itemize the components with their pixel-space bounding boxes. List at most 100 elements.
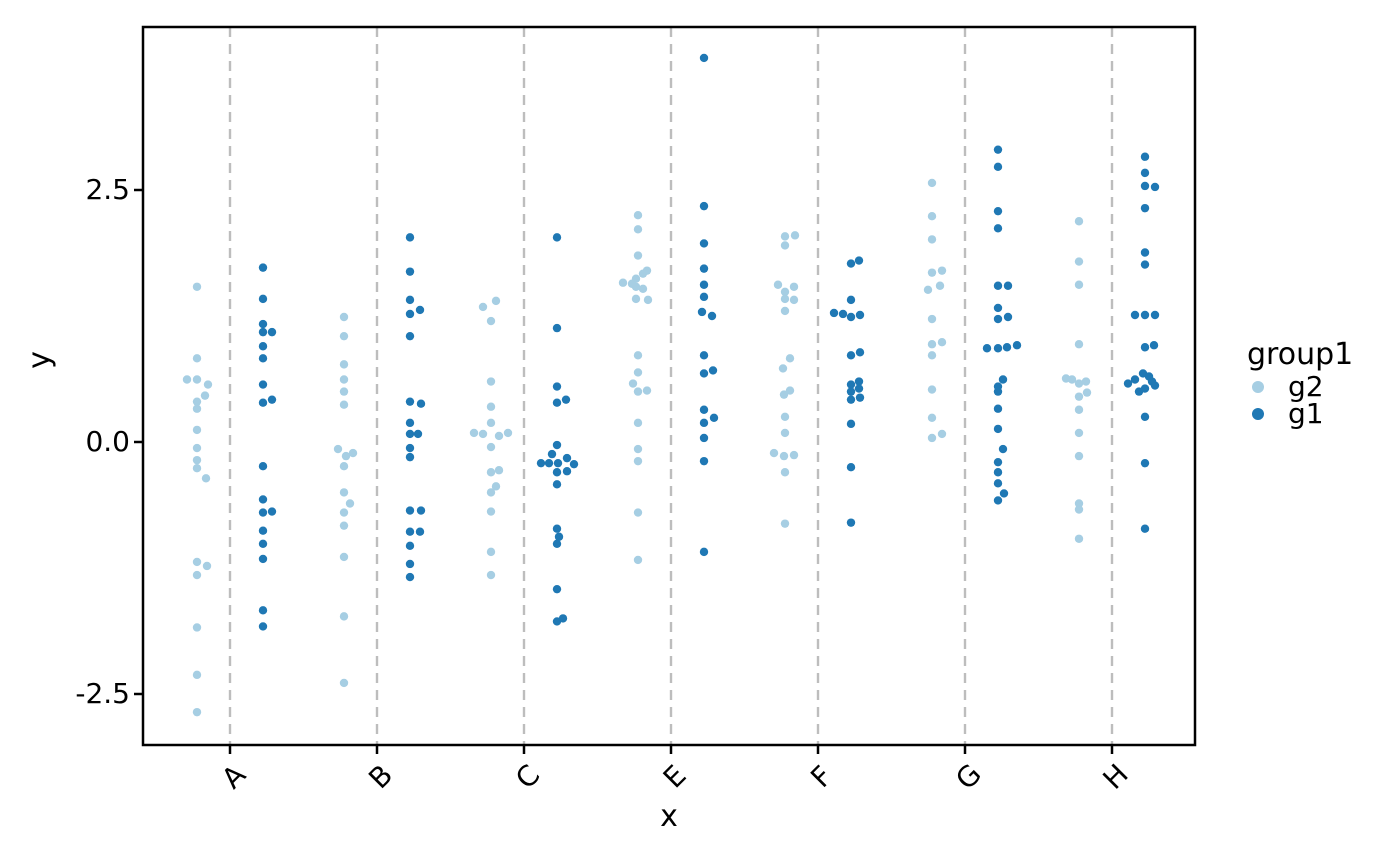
legend-entry-g2: g2 — [1245, 372, 1353, 400]
data-point-g2 — [633, 351, 643, 360]
data-point-g1 — [993, 224, 1003, 233]
data-point-g1 — [846, 380, 856, 389]
data-point-g1 — [999, 489, 1009, 498]
data-point-g2 — [633, 211, 643, 220]
data-point-g1 — [267, 327, 277, 337]
data-point-g2 — [785, 354, 795, 363]
data-point-g1 — [846, 395, 856, 404]
data-point-g2 — [345, 499, 355, 508]
data-point-g1 — [1003, 312, 1013, 322]
data-point-g2 — [348, 448, 358, 458]
data-point-g1 — [1003, 281, 1013, 290]
data-point-g2 — [192, 707, 202, 717]
data-point-g1 — [405, 267, 415, 276]
data-point-g2 — [192, 354, 202, 363]
data-point-g2 — [182, 375, 192, 384]
data-point-g2 — [927, 178, 937, 188]
data-point-g2 — [935, 281, 945, 290]
data-point-g1 — [405, 452, 415, 462]
data-point-g2 — [633, 368, 643, 377]
data-point-g2 — [633, 225, 643, 234]
data-point-g1 — [838, 309, 848, 319]
data-point-g1 — [699, 405, 709, 414]
data-point-g1 — [536, 458, 546, 468]
data-point-g2 — [192, 282, 202, 291]
data-point-g1 — [415, 527, 425, 536]
data-point-g2 — [780, 519, 790, 528]
data-point-g1 — [1134, 387, 1144, 396]
data-point-g1 — [855, 348, 865, 357]
data-point-g1 — [993, 145, 1003, 154]
data-point-g2 — [1074, 405, 1084, 414]
data-point-g1 — [993, 468, 1003, 477]
data-point-g2 — [780, 468, 790, 477]
data-point-g1 — [993, 496, 1003, 505]
data-point-g1 — [699, 369, 709, 378]
data-point-g2 — [789, 450, 799, 460]
data-point-g2 — [192, 623, 202, 632]
data-point-g1 — [413, 429, 423, 439]
data-point-g1 — [699, 418, 709, 428]
data-point-g1 — [707, 311, 717, 321]
data-point-g1 — [552, 382, 562, 391]
data-point-g2 — [339, 400, 349, 409]
data-point-g1 — [982, 344, 992, 353]
data-point-g2 — [789, 282, 799, 291]
data-point-g1 — [1140, 203, 1150, 213]
data-point-g2 — [339, 387, 349, 396]
data-point-g2 — [1074, 379, 1084, 388]
data-point-g2 — [494, 431, 504, 441]
data-point-g2 — [937, 266, 947, 275]
data-point-g1 — [1140, 310, 1150, 320]
data-point-g2 — [769, 448, 779, 458]
data-point-g2 — [927, 212, 937, 221]
data-point-g1 — [552, 440, 562, 450]
data-point-g1 — [552, 233, 562, 242]
data-point-g1 — [1140, 343, 1150, 352]
data-point-g1 — [993, 314, 1003, 324]
data-point-g1 — [1140, 524, 1150, 533]
data-point-g1 — [699, 264, 709, 273]
data-point-g1 — [267, 395, 277, 404]
data-point-g2 — [643, 295, 653, 305]
data-point-g1 — [854, 384, 864, 393]
data-point-g1 — [552, 323, 562, 333]
data-point-g1 — [697, 307, 707, 317]
data-point-g2 — [780, 412, 790, 421]
data-point-g1 — [547, 449, 557, 459]
data-point-g2 — [478, 302, 488, 312]
data-point-g2 — [200, 391, 210, 400]
data-point-g2 — [1082, 388, 1092, 397]
data-point-g1 — [846, 463, 856, 472]
data-point-g2 — [1074, 217, 1084, 226]
data-point-g1 — [405, 541, 415, 551]
data-point-g2 — [780, 294, 790, 304]
data-point-g1 — [405, 443, 415, 453]
data-point-g2 — [339, 521, 349, 530]
data-point-g2 — [478, 429, 488, 439]
data-point-g1 — [993, 281, 1003, 290]
data-point-g1 — [998, 375, 1008, 384]
data-point-g1 — [699, 547, 709, 557]
data-point-g1 — [1130, 310, 1140, 320]
data-point-g2 — [203, 380, 213, 389]
data-point-g1 — [258, 539, 268, 549]
legend-title: group1 — [1247, 337, 1354, 372]
data-point-g2 — [486, 488, 496, 497]
data-point-g2 — [779, 451, 789, 461]
data-point-g1 — [1140, 412, 1150, 421]
data-point-g1 — [553, 458, 563, 468]
data-point-g2 — [486, 377, 496, 386]
data-point-g1 — [258, 526, 268, 535]
data-point-g2 — [937, 338, 947, 347]
data-point-g2 — [486, 547, 496, 557]
data-point-g2 — [927, 385, 937, 394]
data-point-g2 — [789, 295, 799, 305]
data-point-g1 — [699, 456, 709, 466]
data-point-g1 — [405, 418, 415, 428]
data-point-g1 — [258, 294, 268, 304]
data-point-g2 — [192, 570, 202, 580]
data-point-g1 — [554, 532, 564, 541]
